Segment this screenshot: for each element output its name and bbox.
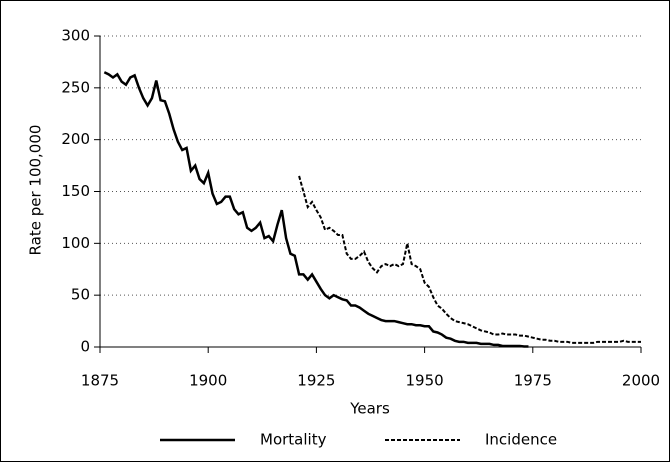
y-tick-label: 0: [80, 338, 90, 356]
x-tick-label: 2000: [622, 372, 660, 390]
x-tick-label: 1925: [297, 372, 335, 390]
y-tick-label: 100: [61, 234, 90, 252]
y-tick-label: 250: [61, 78, 90, 96]
x-tick-label: 1875: [81, 372, 119, 390]
legend-label: Incidence: [485, 431, 557, 449]
y-tick-label: 300: [61, 27, 90, 45]
y-tick-label: 200: [61, 130, 90, 148]
x-tick-label: 1975: [514, 372, 552, 390]
line-series: [103, 71, 529, 348]
x-axis-label: Years: [349, 400, 390, 418]
y-axis-label: Rate per 100,000: [27, 125, 45, 256]
y-tick-label: 150: [61, 182, 90, 200]
y-tick-label: 50: [71, 286, 90, 304]
x-tick-label: 1950: [406, 372, 444, 390]
line-series: [298, 175, 641, 344]
x-tick-label: 1900: [189, 372, 227, 390]
legend-label: Mortality: [260, 431, 327, 449]
